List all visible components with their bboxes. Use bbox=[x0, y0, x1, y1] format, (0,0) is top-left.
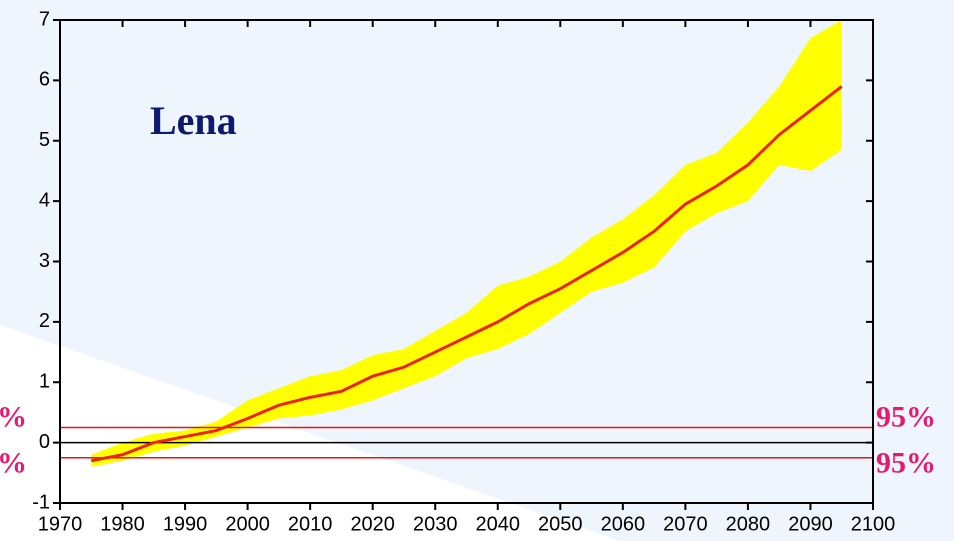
significance-label: 95% bbox=[0, 400, 27, 433]
annotation: Lena bbox=[150, 98, 237, 143]
x-tick-label: 2000 bbox=[225, 513, 270, 535]
y-tick-label: 2 bbox=[39, 310, 50, 332]
background-wedge bbox=[0, 325, 620, 541]
y-tick-label: 6 bbox=[39, 69, 50, 91]
x-tick-label: 2090 bbox=[788, 513, 833, 535]
x-tick-label: 2030 bbox=[413, 513, 458, 535]
y-tick-label: 4 bbox=[39, 189, 50, 211]
x-tick-label: 1980 bbox=[100, 513, 145, 535]
y-tick-label: 7 bbox=[39, 8, 50, 30]
x-tick-label: 2020 bbox=[350, 513, 395, 535]
y-tick-label: 0 bbox=[39, 431, 50, 453]
y-tick-label: 5 bbox=[39, 129, 50, 151]
x-tick-label: 2010 bbox=[288, 513, 333, 535]
significance-label: 95% bbox=[0, 447, 27, 480]
x-tick-label: 2080 bbox=[726, 513, 771, 535]
y-tick-label: 3 bbox=[39, 250, 50, 272]
x-tick-label: 2070 bbox=[663, 513, 708, 535]
x-tick-label: 2040 bbox=[476, 513, 521, 535]
x-tick-label: 1970 bbox=[38, 513, 83, 535]
y-tick-label: -1 bbox=[32, 491, 50, 513]
x-tick-label: 2050 bbox=[538, 513, 583, 535]
x-tick-label: 2100 bbox=[851, 513, 896, 535]
significance-label: 95% bbox=[876, 447, 936, 480]
y-tick-label: 1 bbox=[39, 371, 50, 393]
x-tick-label: 1990 bbox=[163, 513, 208, 535]
x-tick-label: 2060 bbox=[601, 513, 646, 535]
significance-label: 95% bbox=[876, 400, 936, 433]
series-line bbox=[90, 85, 843, 463]
